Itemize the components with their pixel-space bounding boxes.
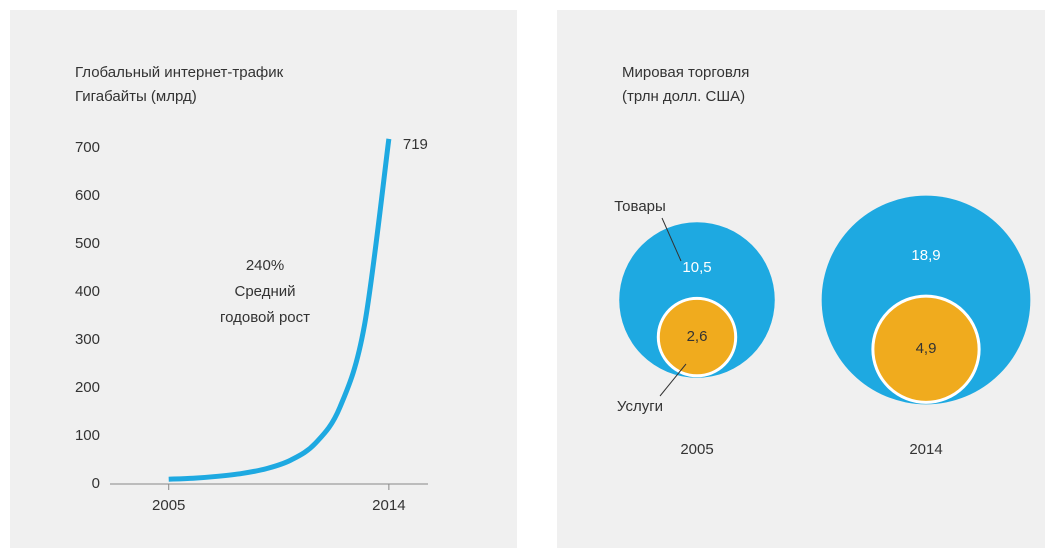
y-tick-label: 100 <box>75 427 100 444</box>
annotation: 240% <box>246 257 284 274</box>
panel <box>10 10 517 548</box>
data-label: 18,9 <box>911 247 940 264</box>
line-series <box>168 138 392 482</box>
y-tick-label: 700 <box>75 139 100 156</box>
x-tick-label: 2005 <box>680 441 713 458</box>
y-tick-label: 400 <box>75 283 100 300</box>
leader-line <box>659 363 687 397</box>
y-tick-label: 0 <box>92 475 100 492</box>
bubble <box>871 294 981 404</box>
chart-title: Мировая торговля <box>622 64 749 81</box>
y-tick-label: 600 <box>75 187 100 204</box>
legend-label: Товары <box>614 198 666 215</box>
data-label: 719 <box>403 136 428 153</box>
chart-subtitle: Гигабайты (млрд) <box>75 88 197 105</box>
data-label: 10,5 <box>682 259 711 276</box>
x-tick-label: 2014 <box>372 497 405 514</box>
data-label: 2,6 <box>687 328 708 345</box>
y-tick-label: 500 <box>75 235 100 252</box>
data-label: 4,9 <box>916 340 937 357</box>
chart-subtitle: (трлн долл. США) <box>622 88 745 105</box>
annotation: Средний <box>235 283 296 300</box>
y-tick-label: 300 <box>75 331 100 348</box>
chart-title: Глобальный интернет-трафик <box>75 64 284 81</box>
legend-label: Услуги <box>617 398 663 415</box>
bubble <box>656 296 738 378</box>
x-tick-label: 2014 <box>909 441 942 458</box>
annotation: годовой рост <box>220 309 310 326</box>
leader-line <box>661 217 682 262</box>
x-tick-label: 2005 <box>152 497 185 514</box>
y-tick-label: 200 <box>75 379 100 396</box>
